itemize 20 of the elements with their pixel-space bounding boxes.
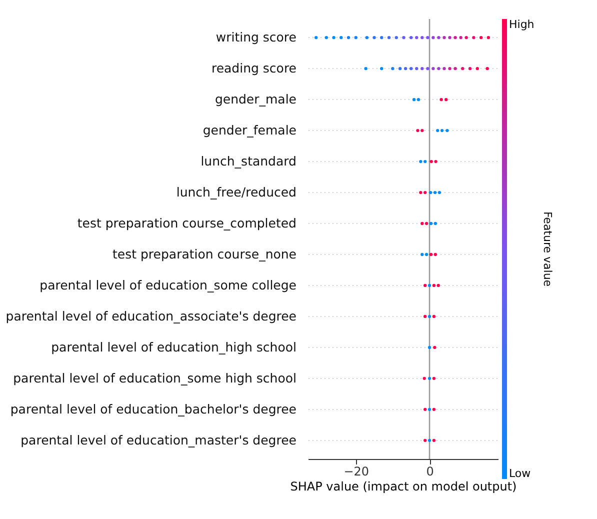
color-bar-label: High bbox=[509, 18, 534, 31]
y-tick-label: gender_male bbox=[214, 92, 297, 107]
y-tick-label: lunch_free/reduced bbox=[176, 184, 296, 200]
y-tick-label: parental level of education_high school bbox=[51, 339, 296, 354]
y-tick-label: reading score bbox=[211, 60, 297, 76]
y-tick-label: parental level of education_some college bbox=[40, 277, 297, 292]
x-tick-label: −20 bbox=[344, 464, 370, 478]
color-bar-label: Low bbox=[509, 467, 531, 480]
y-tick-label: parental level of education_master's degree bbox=[20, 432, 297, 448]
y-tick-label: test preparation course_none bbox=[112, 246, 297, 262]
x-tick-label: 0 bbox=[426, 464, 434, 478]
y-tick-label: lunch_standard bbox=[200, 154, 296, 169]
y-tick-label: test preparation course_completed bbox=[77, 216, 296, 231]
y-tick-label: parental level of education_some high school bbox=[13, 370, 296, 386]
x-axis-title: SHAP value (impact on model output) bbox=[290, 480, 517, 494]
y-tick-label: parental level of education_associate's degree bbox=[6, 308, 297, 324]
y-tick-label: writing score bbox=[216, 30, 297, 45]
y-tick-label: gender_female bbox=[202, 122, 297, 138]
color-bar-title: Feature value bbox=[541, 211, 554, 287]
y-tick-label: parental level of education_bachelor's degree bbox=[10, 401, 297, 416]
